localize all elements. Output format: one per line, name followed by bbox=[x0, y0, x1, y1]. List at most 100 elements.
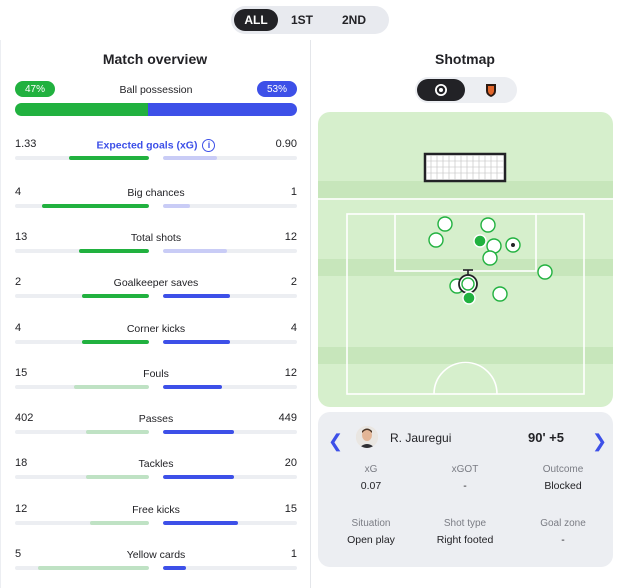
shot-marker-dot bbox=[511, 243, 515, 247]
column-divider bbox=[310, 40, 311, 588]
away-team-crest-icon bbox=[486, 84, 496, 97]
info-icon[interactable]: i bbox=[202, 139, 216, 152]
stat-away-value: 20 bbox=[284, 457, 297, 469]
stat-row: 15 Fouls 12 bbox=[15, 367, 297, 399]
stat-away-fill bbox=[163, 204, 190, 208]
stat-home-track bbox=[15, 294, 149, 298]
stat-home-value: 4 bbox=[15, 322, 22, 334]
stat-home-value: 12 bbox=[15, 503, 28, 515]
stat-row: 13 Total shots 12 bbox=[15, 231, 297, 263]
stat-home-fill bbox=[82, 294, 149, 298]
shot-detail-cell: Situation Open play bbox=[326, 518, 416, 546]
shot-detail-value: 0.07 bbox=[360, 480, 382, 492]
shot-markers bbox=[428, 216, 553, 305]
stat-home-track bbox=[15, 475, 149, 479]
stat-away-track bbox=[163, 521, 297, 525]
stat-row: 4 Corner kicks 4 bbox=[15, 322, 297, 354]
shot-detail-key: Situation bbox=[351, 518, 391, 529]
stat-home-track bbox=[15, 156, 149, 160]
team-toggle bbox=[415, 77, 517, 103]
stat-home-fill bbox=[82, 340, 149, 344]
shot-detail-value: Open play bbox=[347, 534, 395, 546]
possession-bar bbox=[15, 103, 297, 116]
stat-home-track bbox=[15, 521, 149, 525]
stat-home-value: 18 bbox=[15, 457, 28, 469]
shot-detail-cell: Goal zone - bbox=[518, 518, 608, 546]
stat-home-fill bbox=[73, 385, 149, 389]
home-team-crest-icon bbox=[435, 84, 447, 96]
shot-time: 90' +5 bbox=[528, 430, 564, 445]
shot-marker[interactable] bbox=[482, 250, 498, 266]
shot-goal-marker[interactable] bbox=[473, 234, 487, 248]
shotmap-title: Shotmap bbox=[435, 51, 495, 67]
shot-goal-marker[interactable] bbox=[462, 291, 476, 305]
stat-away-fill bbox=[163, 430, 235, 434]
tab-first-half[interactable]: 1ST bbox=[290, 13, 313, 27]
stat-home-track bbox=[15, 430, 149, 434]
shot-marker[interactable] bbox=[537, 264, 553, 280]
shot-marker[interactable] bbox=[428, 232, 444, 248]
possession-away-fill bbox=[147, 103, 297, 116]
tab-second-half[interactable]: 2ND bbox=[341, 13, 366, 27]
stat-label: Total shots bbox=[130, 232, 182, 244]
stat-home-track bbox=[15, 204, 149, 208]
stat-home-value: 1.33 bbox=[15, 138, 37, 150]
stat-away-track bbox=[163, 566, 297, 570]
stat-away-fill bbox=[163, 521, 239, 525]
next-shot-chevron-right-icon[interactable]: ❯ bbox=[592, 431, 608, 451]
stat-home-track bbox=[15, 249, 149, 253]
stat-home-value: 4 bbox=[15, 186, 22, 198]
pitch-drawing bbox=[318, 152, 613, 395]
stat-row: 5 Yellow cards 1 bbox=[15, 548, 297, 580]
possession-home-badge: 47% bbox=[15, 81, 55, 97]
stat-home-fill bbox=[90, 521, 149, 525]
stat-label[interactable]: Expected goals (xG) i bbox=[55, 139, 257, 152]
shot-detail-key: Shot type bbox=[443, 518, 487, 529]
stat-away-value: 15 bbox=[284, 503, 297, 515]
stat-away-value: 449 bbox=[278, 412, 297, 424]
stat-row: 12 Free kicks 15 bbox=[15, 503, 297, 535]
shot-detail-cell: Outcome Blocked bbox=[518, 464, 608, 492]
stat-home-fill bbox=[37, 566, 149, 570]
stat-away-track bbox=[163, 340, 297, 344]
possession-label: Ball possession bbox=[119, 84, 193, 96]
stat-label: Yellow cards bbox=[126, 549, 186, 561]
player-photo-icon bbox=[356, 426, 378, 448]
tab-all[interactable]: ALL bbox=[234, 9, 278, 31]
possession-home-fill bbox=[15, 103, 148, 116]
stat-away-fill bbox=[163, 566, 186, 570]
stat-row: 4 Big chances 1 bbox=[15, 186, 297, 218]
stat-label: Corner kicks bbox=[126, 323, 186, 335]
stat-label: Goalkeeper saves bbox=[113, 277, 199, 289]
shot-detail-value: Blocked bbox=[544, 480, 582, 492]
stat-away-fill bbox=[163, 385, 222, 389]
shot-marker[interactable] bbox=[437, 216, 453, 232]
stat-home-track bbox=[15, 340, 149, 344]
stat-home-value: 402 bbox=[15, 412, 34, 424]
player-avatar bbox=[356, 426, 378, 448]
stat-away-value: 0.90 bbox=[275, 138, 297, 150]
stat-away-track bbox=[163, 204, 297, 208]
stat-away-value: 1 bbox=[290, 548, 297, 560]
stat-away-value: 2 bbox=[290, 276, 297, 288]
home-team-toggle[interactable] bbox=[417, 79, 465, 101]
shot-detail-cell: Shot type Right footed bbox=[420, 518, 510, 546]
stat-home-fill bbox=[86, 475, 149, 479]
shot-marker[interactable] bbox=[492, 286, 508, 302]
stat-home-value: 2 bbox=[15, 276, 22, 288]
left-border bbox=[0, 40, 1, 588]
stat-away-track bbox=[163, 475, 297, 479]
selected-shot-inner bbox=[461, 277, 475, 291]
stat-home-fill bbox=[41, 204, 149, 208]
shot-marker[interactable] bbox=[480, 217, 496, 233]
player-name[interactable]: R. Jauregui bbox=[390, 431, 452, 445]
stat-away-track bbox=[163, 156, 297, 160]
prev-shot-chevron-left-icon[interactable]: ❮ bbox=[328, 431, 344, 451]
away-team-toggle[interactable] bbox=[467, 79, 515, 101]
stat-away-fill bbox=[163, 156, 217, 160]
stat-away-value: 12 bbox=[284, 367, 297, 379]
stat-row: 402 Passes 449 bbox=[15, 412, 297, 444]
shot-detail-cell: xG 0.07 bbox=[326, 464, 416, 492]
stat-away-value: 4 bbox=[290, 322, 297, 334]
stat-home-fill bbox=[68, 156, 149, 160]
